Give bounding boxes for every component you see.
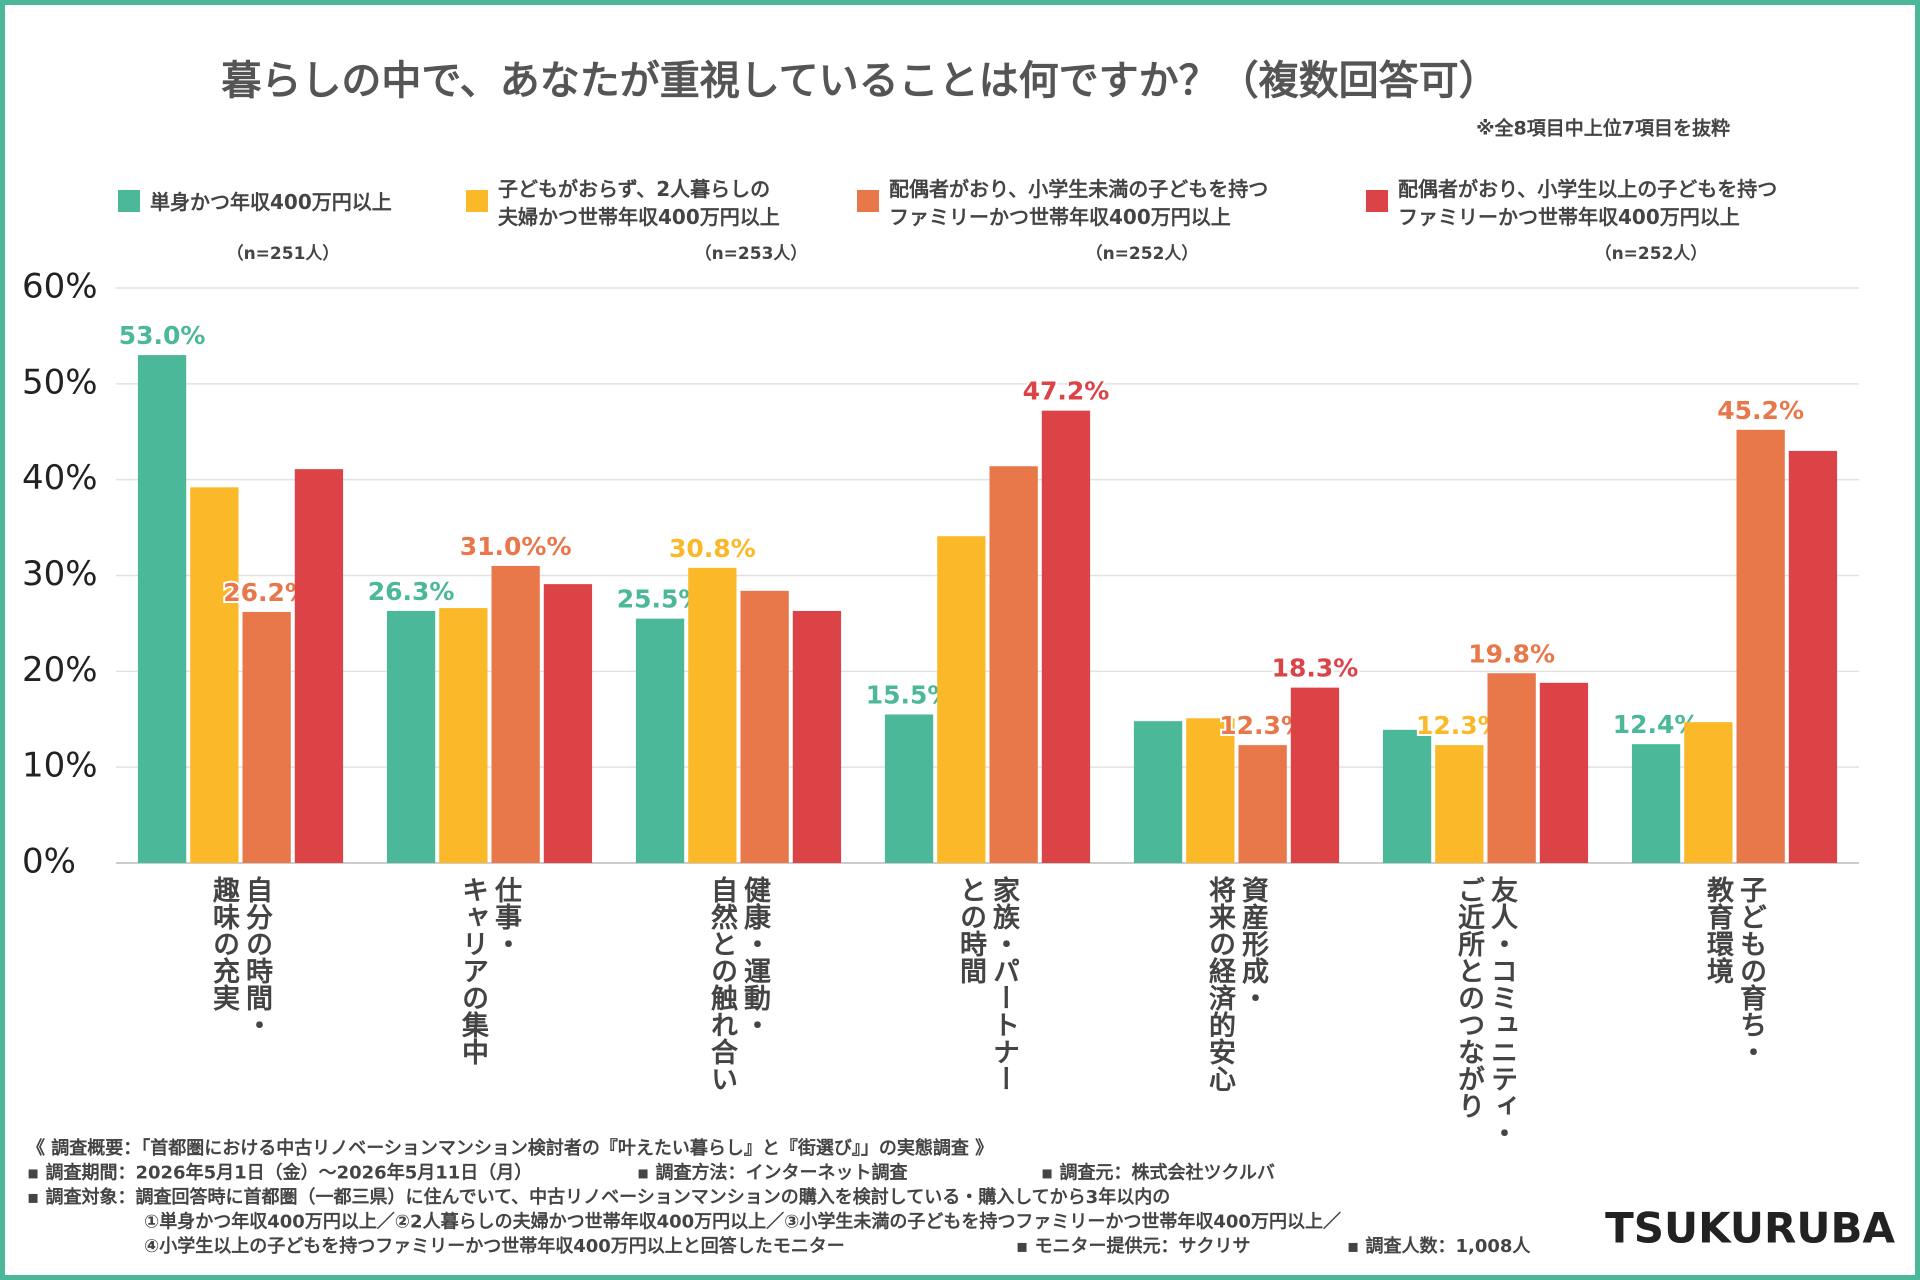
bar (1435, 745, 1484, 863)
x-tick-label: 自分の時間・ (241, 875, 273, 1038)
data-label: 53.0% (119, 321, 206, 350)
bar (1041, 410, 1091, 863)
data-label: 45.2% (1717, 396, 1804, 425)
x-tick-label: 将来の経済的安心 (1204, 876, 1236, 1092)
bar (688, 567, 737, 863)
legend-swatch (1366, 190, 1388, 212)
bar (792, 610, 842, 863)
x-tick-label: 趣味の充実 (208, 876, 241, 1011)
legend-n: （n=252人） (1594, 244, 1708, 264)
x-tick-label: との時間 (955, 876, 986, 984)
y-tick-label: 50% (22, 362, 98, 402)
data-label: 19.8% (1468, 639, 1555, 668)
data-label: 26.3% (368, 577, 455, 606)
x-tick-label: 健康・運動・ (739, 876, 771, 1038)
x-tick-label: ご近所とのつながり (1453, 876, 1485, 1119)
y-tick-label: 60% (22, 267, 98, 307)
bar (137, 355, 187, 863)
bar (294, 469, 344, 863)
bar (1788, 450, 1838, 863)
bar (884, 714, 934, 863)
note: ▪ 調査方法：インターネット調査 (637, 1162, 907, 1184)
x-tick-label: 子どもの育ち・ (1735, 876, 1767, 1065)
bar (543, 584, 593, 863)
bar (989, 466, 1038, 863)
chart-title: 暮らしの中で、あなたが重視していることは何ですか？（複数回答可） (221, 58, 1498, 104)
bar (1238, 745, 1287, 863)
data-label: 30.8% (669, 534, 756, 563)
legend-swatch (118, 190, 140, 212)
legend-swatch (857, 190, 879, 212)
x-tick-label: 家族・パートナー (988, 875, 1020, 1092)
note: ①単身かつ年収400万円以上／②2人暮らしの夫婦かつ世帯年収400万円以上／③小… (144, 1211, 1341, 1233)
legend-label: 配偶者がおり、小学生未満の子どもを持つ ファミリーかつ世帯年収400万円以上 (889, 177, 1269, 229)
note: ▪ モニター提供元：サクリサ (1016, 1235, 1250, 1257)
x-tick-label: キャリアの集中 (457, 876, 490, 1065)
bar (635, 618, 685, 863)
legend-label: 配偶者がおり、小学生以上の子どもを持つ ファミリーかつ世帯年収400万円以上 (1398, 177, 1778, 229)
y-tick-label: 20% (22, 650, 98, 690)
x-tick-label: 友人・コミュニティ・ (1486, 876, 1518, 1146)
bar (1684, 722, 1733, 863)
bar (1487, 673, 1536, 863)
brand: TSUKURUBA (1605, 1204, 1895, 1253)
note: ▪ 調査期間：2026年5月1日（金）～2026年5月11日（月） (27, 1162, 532, 1184)
legend-n: （n=251人） (226, 244, 340, 264)
y-tick-label: 10% (22, 746, 98, 786)
y-tick-label: 30% (22, 554, 98, 594)
data-label: 18.3% (1272, 654, 1359, 683)
bar (1631, 744, 1681, 863)
x-tick-label: 資産形成・ (1237, 876, 1269, 1011)
legend-n: （n=252人） (1085, 244, 1199, 264)
bar (1382, 729, 1432, 863)
bar (190, 487, 239, 863)
bar (1539, 682, 1589, 863)
bar (1133, 721, 1183, 863)
legend-label: 子どもがおらず、2人暮らしの 夫婦かつ世帯年収400万円以上 (498, 177, 780, 229)
x-tick-label: 仕事・ (490, 876, 523, 957)
bar (491, 565, 540, 863)
subtitle: ※全8項目中上位7項目を抜粋 (1476, 117, 1730, 140)
legend-n: （n=253人） (694, 244, 808, 264)
note: 《 調査概要：「首都圏における中古リノベーションマンション検討者の『叶えたい暮ら… (27, 1137, 993, 1159)
bar (740, 590, 789, 863)
data-label: 31.0%% (460, 532, 572, 561)
bar (439, 608, 488, 863)
y-tick-label: 0% (22, 842, 76, 882)
y-tick-label: 40% (22, 458, 98, 498)
note: ▪ 調査人数：1,008人 (1347, 1235, 1531, 1257)
note: ▪ 調査元：株式会社ツクルバ (1041, 1162, 1275, 1184)
legend-swatch (466, 190, 488, 212)
legend-label: 単身かつ年収400万円以上 (150, 190, 392, 214)
note: ▪ 調査対象：調査回答時に首都圏（一都三県）に住んでいて、中古リノベーションマン… (27, 1186, 1170, 1208)
bar (1290, 687, 1340, 863)
bar (1736, 429, 1785, 863)
bar (937, 536, 986, 863)
x-tick-label: 自然との触れ合い (706, 875, 738, 1092)
note: ④小学生以上の子どもを持つファミリーかつ世帯年収400万円以上と回答したモニター (144, 1235, 845, 1257)
x-tick-label: 教育環境 (1702, 876, 1734, 985)
bar (242, 611, 291, 863)
data-label: 47.2% (1023, 377, 1110, 406)
bar (1186, 718, 1235, 863)
bar (386, 610, 436, 863)
